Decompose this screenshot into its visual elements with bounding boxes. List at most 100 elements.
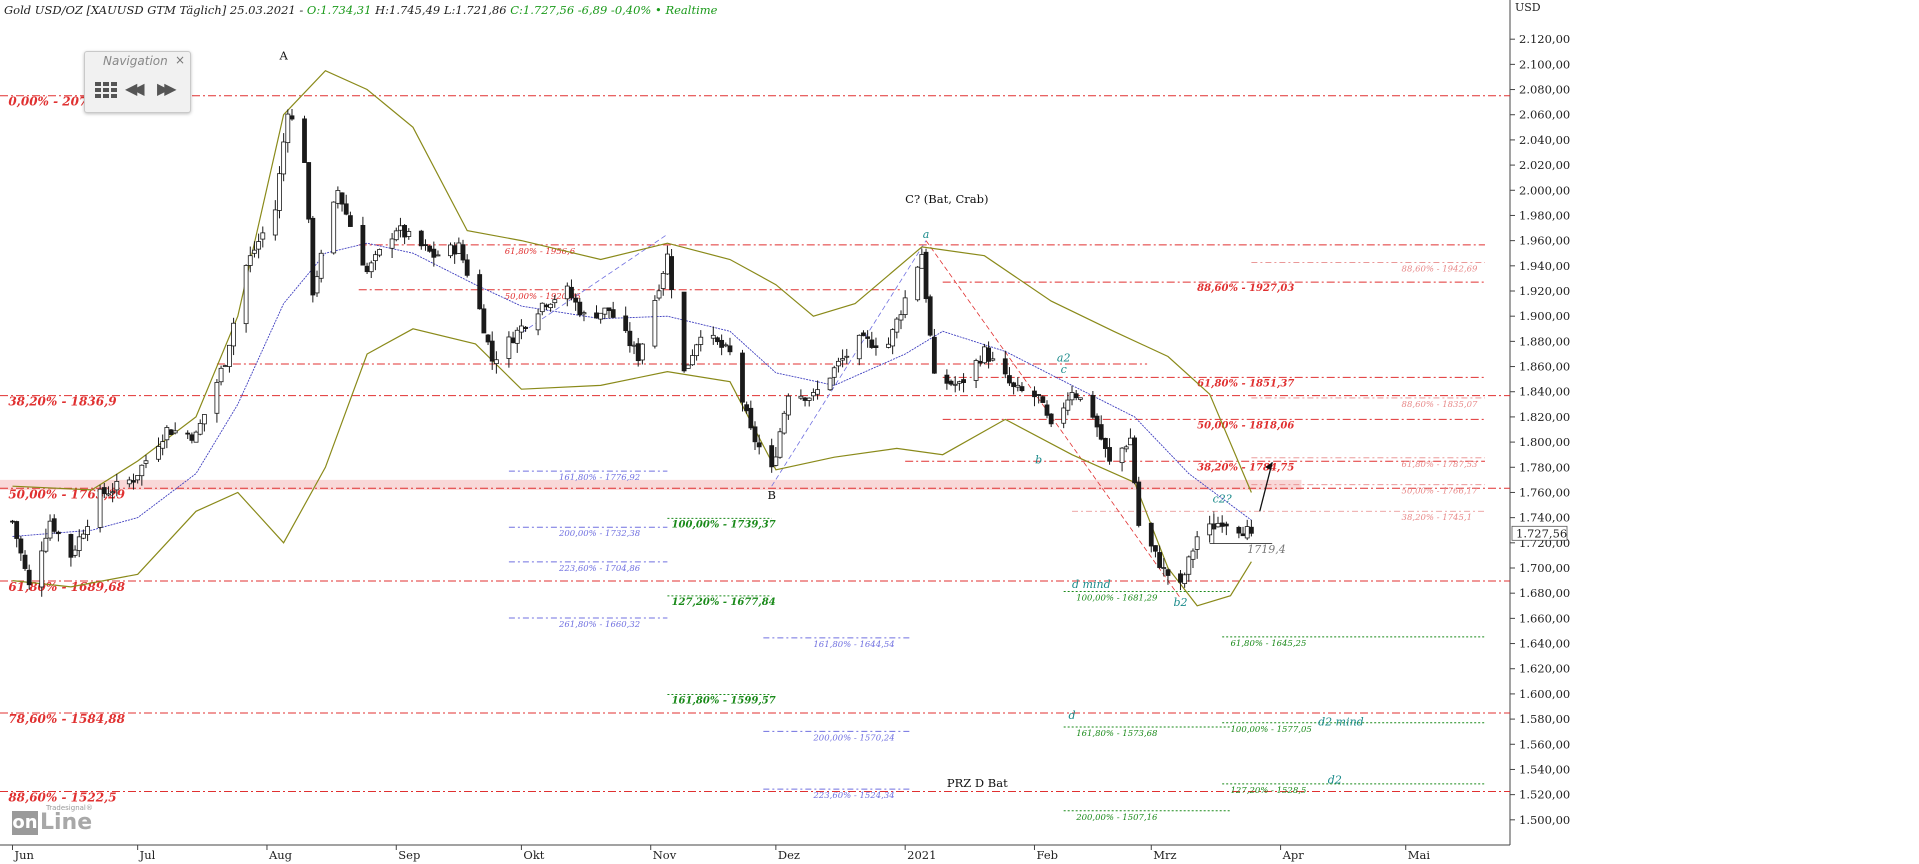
candle-body xyxy=(1223,523,1229,527)
candle-body xyxy=(973,360,979,381)
candle-body xyxy=(548,303,554,309)
bollinger-upper-line xyxy=(12,69,1252,493)
annotation: a xyxy=(923,228,930,241)
candle xyxy=(690,349,695,366)
y-tick-label: 1.880,00 xyxy=(1519,334,1570,348)
harmonic-leg xyxy=(771,240,927,487)
level-label: 88,60% - 1927,03 xyxy=(1197,283,1294,294)
candle-body xyxy=(68,534,74,558)
candle-body xyxy=(902,297,908,315)
candle-body xyxy=(669,256,674,291)
candle-body xyxy=(961,379,966,383)
candle xyxy=(1161,557,1167,577)
logo-on-text: on xyxy=(12,811,38,835)
level-label: 61,80% - 1787,53 xyxy=(1402,460,1478,470)
navigation-close-button[interactable]: × xyxy=(174,53,185,67)
candle xyxy=(193,430,199,443)
candle xyxy=(856,334,862,366)
last-price-label: 1.727,56 xyxy=(1516,526,1567,540)
candle-body xyxy=(606,307,612,312)
candle xyxy=(347,211,353,227)
candle-body xyxy=(815,389,820,395)
candle-body xyxy=(1019,386,1025,392)
candle-body xyxy=(1240,533,1246,537)
candle-body xyxy=(289,115,295,120)
candle-body xyxy=(831,367,837,378)
grid-menu-icon[interactable] xyxy=(95,82,117,98)
annotation: c2? xyxy=(1213,493,1232,506)
candle xyxy=(185,430,191,439)
candle-body xyxy=(1048,413,1054,425)
level-label: 50,00% - 1818,06 xyxy=(1197,420,1294,431)
candle-body xyxy=(564,285,570,300)
candle xyxy=(435,250,441,257)
candle xyxy=(464,254,470,278)
scroll-back-icon[interactable]: ◀◀ xyxy=(125,79,144,98)
candle xyxy=(610,301,616,319)
annotation: a2 xyxy=(1057,352,1071,365)
y-tick-label: 1.520,00 xyxy=(1519,788,1570,802)
candle xyxy=(143,454,149,469)
candle-body xyxy=(777,431,783,458)
candle xyxy=(915,265,921,302)
candle xyxy=(18,536,24,561)
candle-body xyxy=(552,299,558,304)
candle-body xyxy=(1194,536,1200,550)
candle xyxy=(252,241,257,258)
candle-body xyxy=(1015,384,1021,388)
logo-tradesignal-text: Tradesignal® xyxy=(46,804,93,812)
candle-body xyxy=(639,343,645,361)
candle-body xyxy=(986,347,991,362)
candle xyxy=(656,284,662,301)
candle xyxy=(1157,545,1163,569)
candle xyxy=(389,233,395,259)
candle-body xyxy=(1069,392,1075,401)
candle-body xyxy=(272,209,278,236)
candle-body xyxy=(861,332,866,337)
candle xyxy=(360,216,366,266)
candle xyxy=(581,310,587,322)
x-tick-label: Apr xyxy=(1282,848,1305,862)
candle-body xyxy=(51,518,57,532)
candle-body xyxy=(1061,407,1067,424)
candle-body xyxy=(694,344,700,357)
candle-body xyxy=(1219,522,1225,527)
candle xyxy=(1236,525,1242,539)
candle xyxy=(923,248,929,303)
candle-body xyxy=(660,273,666,289)
arrow-head xyxy=(1265,462,1273,471)
candle xyxy=(523,326,528,332)
level-label: 261,80% - 1660,32 xyxy=(558,620,640,630)
candle-body xyxy=(577,301,583,316)
x-tick-label: Dez xyxy=(778,848,800,862)
candle-body xyxy=(840,358,845,361)
y-tick-label: 1.560,00 xyxy=(1519,737,1570,751)
candle-body xyxy=(431,248,437,258)
y-tick-label: 1.960,00 xyxy=(1519,234,1570,248)
candle xyxy=(740,349,745,412)
navigation-panel[interactable]: Navigation × ◀◀ ▶▶ xyxy=(84,51,191,113)
candle-body xyxy=(164,427,170,441)
scroll-forward-icon[interactable]: ▶▶ xyxy=(157,79,176,98)
candle-body xyxy=(756,442,762,448)
y-tick-label: 1.740,00 xyxy=(1519,511,1570,525)
candle-body xyxy=(1040,396,1046,403)
candle xyxy=(306,162,312,224)
candle xyxy=(1094,413,1100,437)
candle-body xyxy=(665,253,670,275)
candle-body xyxy=(189,434,195,441)
candle xyxy=(393,227,399,242)
candle-body xyxy=(1207,523,1213,536)
candle-body xyxy=(785,395,791,416)
candle xyxy=(1223,521,1229,536)
candle-body xyxy=(740,352,745,403)
candle xyxy=(218,365,224,386)
candle xyxy=(827,377,833,391)
candle xyxy=(76,529,82,558)
candle-body xyxy=(836,360,841,367)
candle xyxy=(990,351,996,362)
candle-body xyxy=(1102,437,1108,449)
candle-body xyxy=(18,538,24,554)
y-tick-label: 1.700,00 xyxy=(1519,561,1570,575)
